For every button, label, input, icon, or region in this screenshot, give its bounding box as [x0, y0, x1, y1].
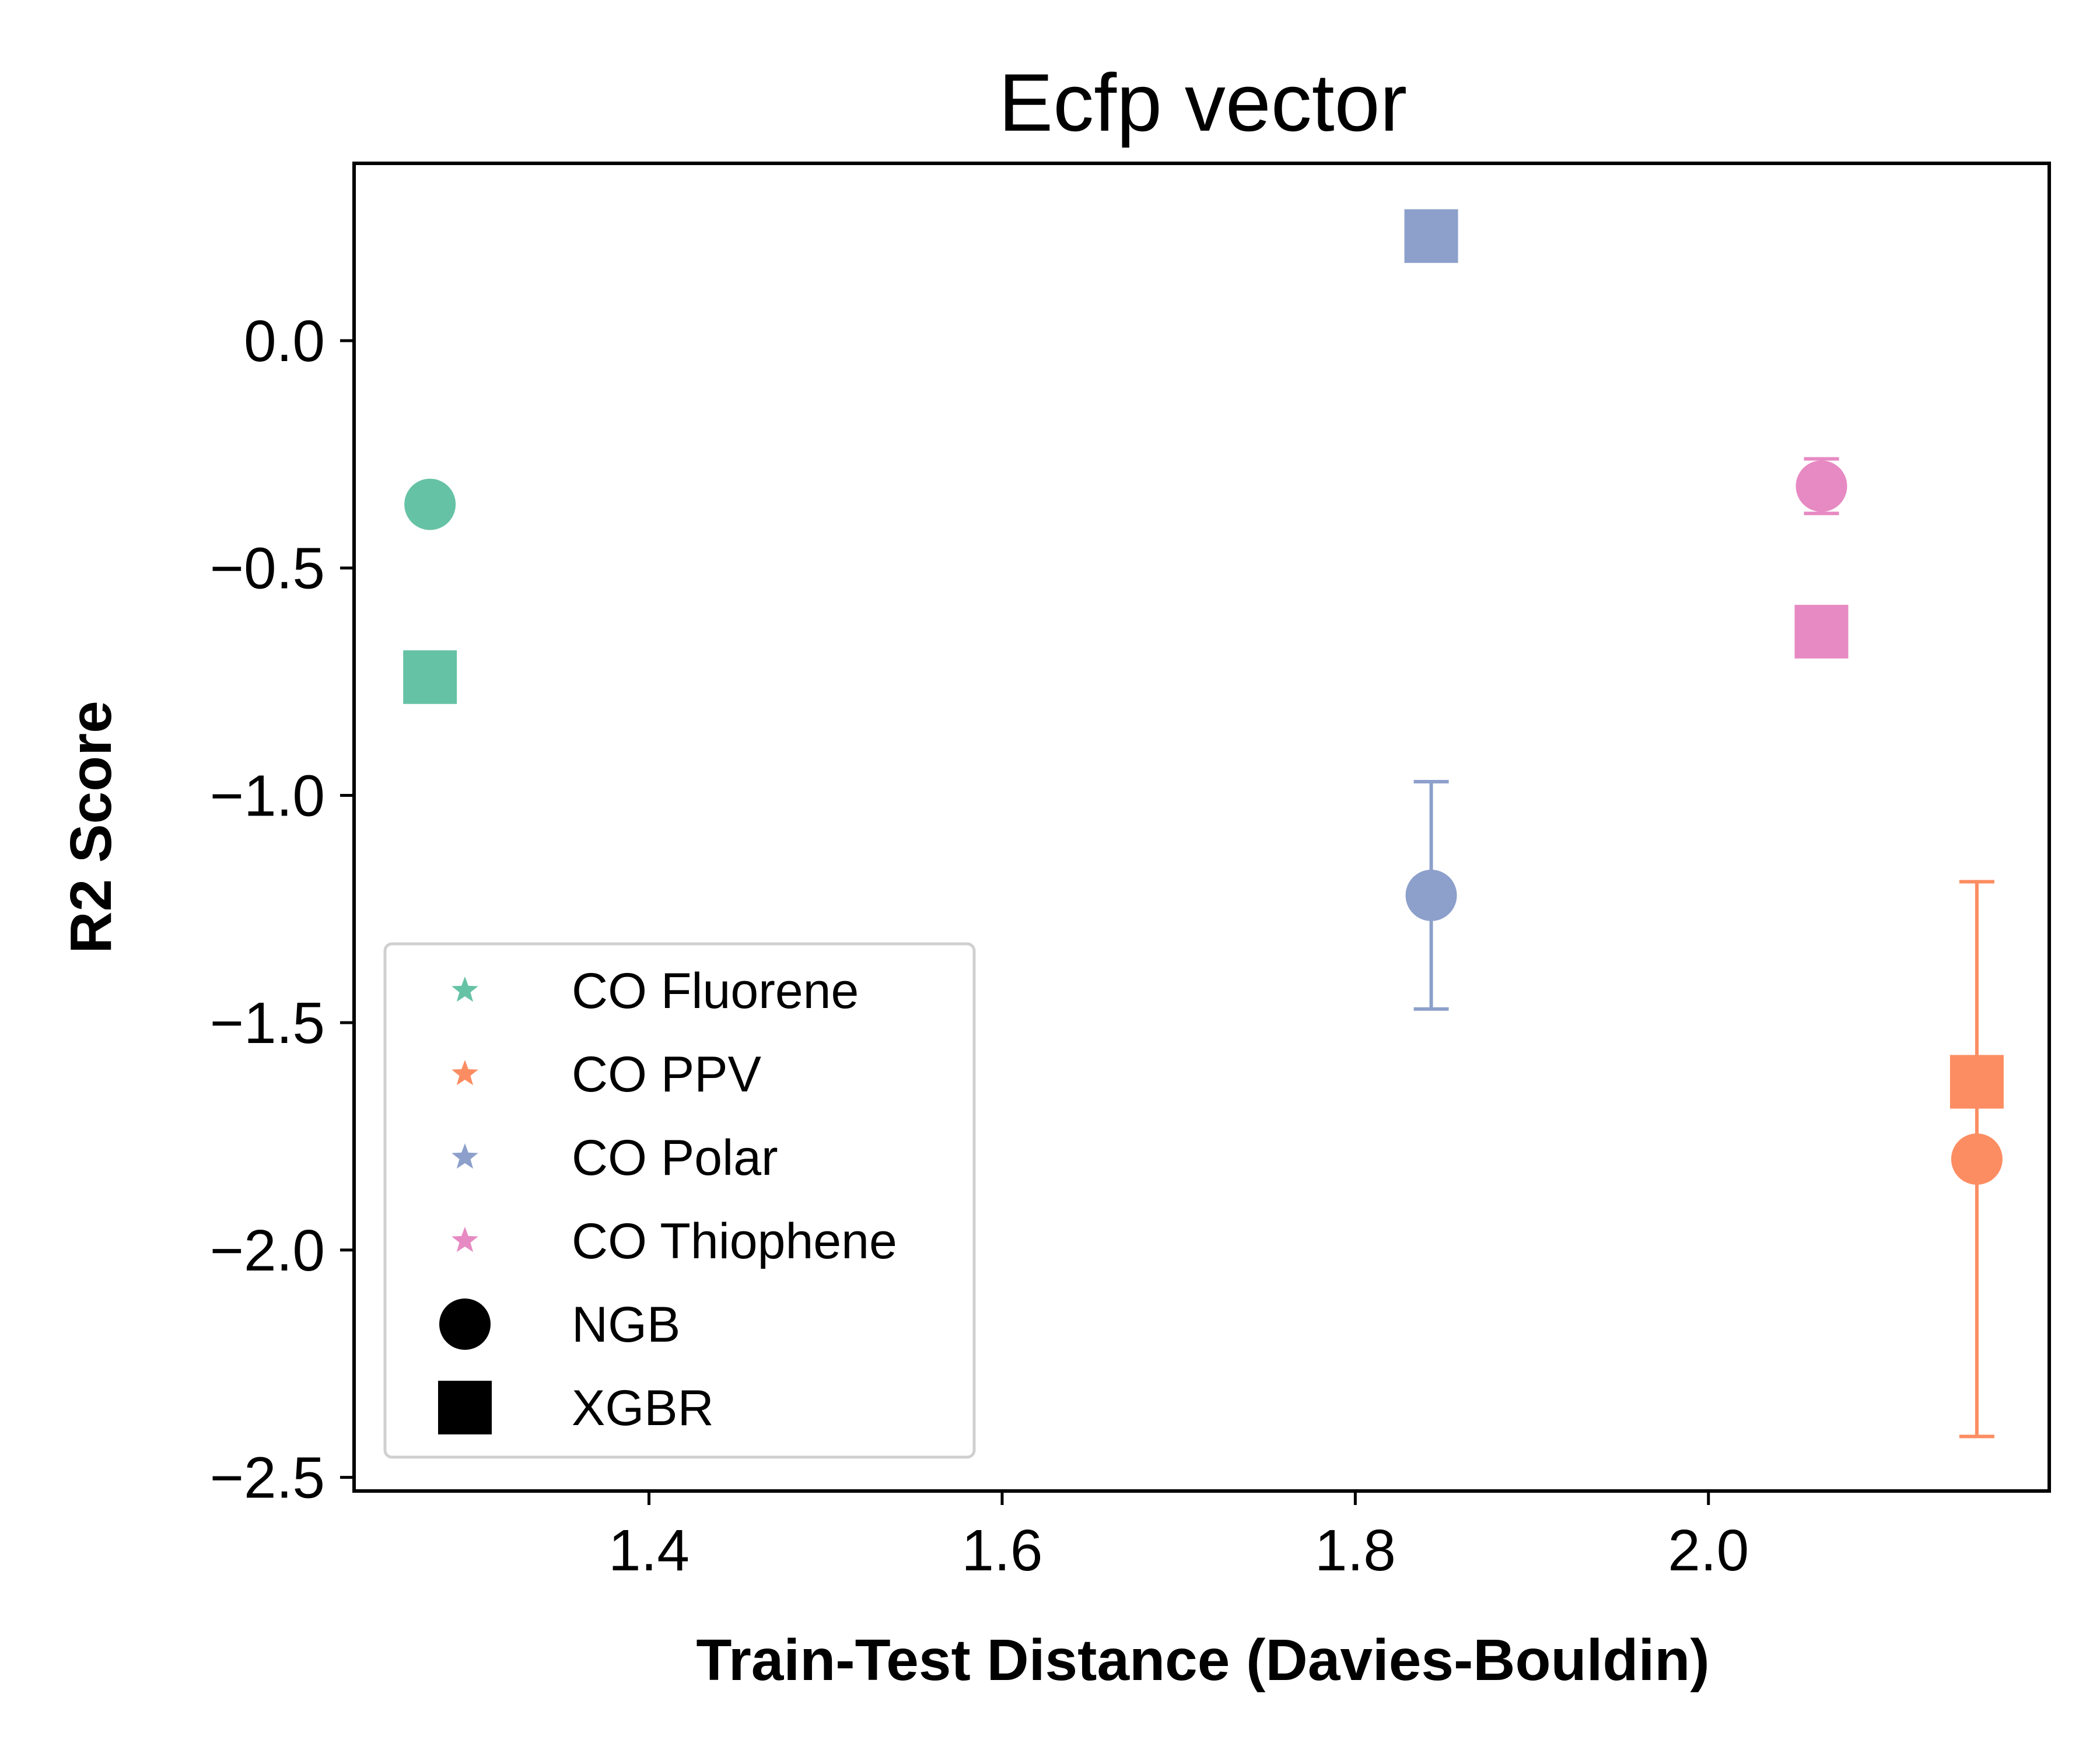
- legend-label: CO Thiophene: [572, 1213, 897, 1269]
- point-co-polar-xgbr: [1404, 209, 1458, 263]
- x-tick-label: 1.8: [1315, 1518, 1396, 1583]
- y-tick-label: −2.0: [210, 1218, 325, 1283]
- square-icon: [438, 1381, 492, 1434]
- x-axis: 1.4 1.6 1.8 2.0: [608, 1491, 1749, 1583]
- y-tick-label: −1.5: [210, 991, 325, 1056]
- point-co-fluorene-ngb: [404, 478, 456, 530]
- point-co-thiophene-xgbr: [1794, 604, 1849, 659]
- legend-item-xgbr: XGBR: [438, 1380, 714, 1436]
- point-co-thiophene-ngb: [1796, 457, 1847, 516]
- circle-marker: [404, 478, 456, 530]
- square-marker: [1950, 1055, 2004, 1109]
- x-tick-label: 1.4: [608, 1518, 690, 1583]
- legend-label: CO Polar: [572, 1130, 778, 1186]
- star-icon: [452, 1143, 478, 1169]
- y-axis-label: R2 Score: [58, 701, 124, 954]
- legend-label: CO Fluorene: [572, 963, 859, 1019]
- circle-icon: [439, 1298, 491, 1350]
- point-co-ppv-ngb: [1951, 880, 2003, 1438]
- y-tick-label: 0.0: [244, 309, 325, 374]
- plot-area-frame: [352, 162, 2051, 1493]
- legend-item-co-fluorene: CO Fluorene: [452, 963, 859, 1019]
- y-tick-label: −0.5: [210, 536, 325, 601]
- circle-marker: [1796, 460, 1847, 512]
- circle-marker: [1405, 869, 1457, 921]
- y-tick-label: −1.0: [210, 763, 325, 828]
- square-marker: [1404, 209, 1458, 263]
- legend-item-co-ppv: CO PPV: [452, 1046, 761, 1102]
- point-co-fluorene-xgbr: [403, 650, 457, 704]
- x-tick-label: 1.6: [961, 1518, 1042, 1583]
- x-tick-label: 2.0: [1668, 1518, 1749, 1583]
- chart-title: Ecfp vector: [999, 57, 1407, 148]
- square-marker: [403, 650, 457, 704]
- point-co-polar-ngb: [1405, 780, 1457, 1011]
- star-icon: [452, 977, 478, 1002]
- y-tick-label: −2.5: [210, 1446, 325, 1511]
- legend-item-ngb: NGB: [439, 1297, 680, 1353]
- legend: CO Fluorene CO PPV CO Polar CO Thiophene NGB…: [383, 942, 976, 1459]
- circle-marker: [1951, 1133, 2003, 1185]
- square-marker: [1794, 604, 1849, 659]
- legend-label: XGBR: [572, 1380, 714, 1436]
- legend-item-co-thiophene: CO Thiophene: [452, 1213, 897, 1269]
- data-marks: [403, 209, 2004, 1438]
- point-co-ppv-xgbr: [1950, 1055, 2004, 1109]
- y-axis: 0.0 −0.5 −1.0 −1.5 −2.0 −2.5: [210, 309, 354, 1511]
- legend-label: NGB: [572, 1297, 680, 1353]
- star-icon: [452, 1227, 478, 1252]
- legend-item-co-polar: CO Polar: [452, 1130, 778, 1186]
- x-axis-label: Train-Test Distance (Davies-Bouldin): [696, 1628, 1709, 1693]
- star-icon: [452, 1060, 478, 1086]
- legend-frame: [383, 942, 976, 1459]
- legend-label: CO PPV: [572, 1046, 761, 1102]
